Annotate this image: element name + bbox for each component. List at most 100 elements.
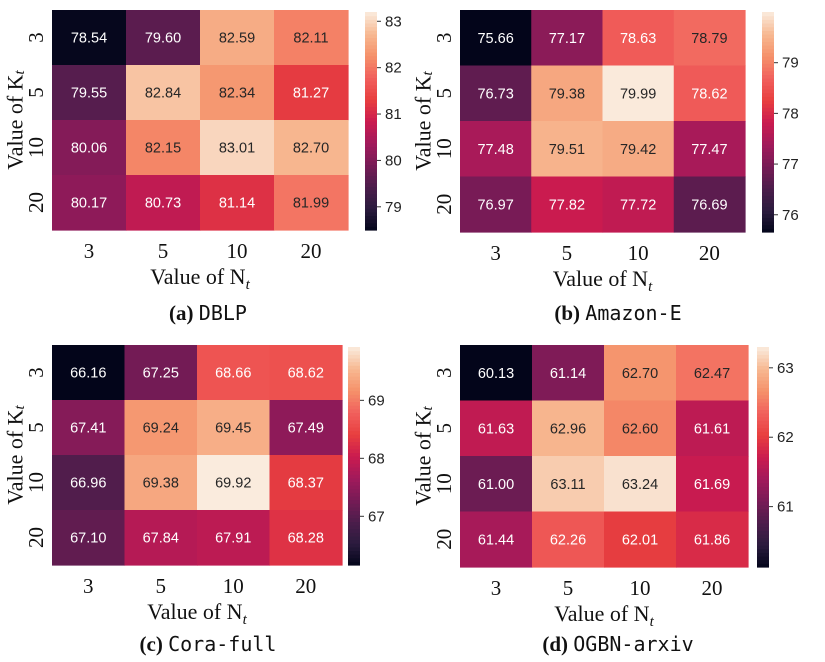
colorbar-segment bbox=[762, 12, 774, 17]
heatmap-panel-2: 75.66 77.17 78.63 78.79 76.73 79.38 79.99 78.62… bbox=[411, 10, 799, 325]
colorbar-segment bbox=[762, 103, 774, 108]
colorbar-segment bbox=[365, 168, 377, 173]
colorbar-segment bbox=[757, 508, 769, 513]
colorbar-segment bbox=[762, 169, 774, 174]
heatmap-cell bbox=[197, 455, 271, 511]
colorbar-segment bbox=[365, 222, 377, 227]
heatmap-cell bbox=[126, 175, 201, 231]
colorbar-segment bbox=[348, 445, 360, 450]
cell-value-label: 63.11 bbox=[550, 477, 585, 493]
heatmap-cell bbox=[124, 455, 198, 511]
x-tick-label: 10 bbox=[628, 241, 649, 265]
colorbar-segment bbox=[757, 563, 769, 568]
colorbar-segment bbox=[757, 405, 769, 410]
cell-value-label: 61.69 bbox=[694, 477, 730, 493]
colorbar-segment bbox=[762, 34, 774, 39]
cell-value-label: 78.62 bbox=[691, 86, 727, 102]
colorbar-segment bbox=[762, 199, 774, 204]
cell-value-label: 67.49 bbox=[288, 421, 324, 437]
x-axis-label: Value of Nt bbox=[150, 264, 250, 293]
cell-value-label: 61.14 bbox=[550, 366, 586, 382]
colorbar-segment bbox=[757, 365, 769, 370]
heatmap-cell bbox=[460, 400, 533, 457]
colorbar-segment bbox=[348, 361, 360, 366]
colorbar-segment bbox=[348, 481, 360, 486]
cell-value-label: 69.24 bbox=[143, 421, 179, 437]
cell-value-label: 78.63 bbox=[620, 31, 656, 47]
heatmap-cell bbox=[52, 510, 126, 566]
colorbar-segment bbox=[757, 442, 769, 447]
heatmap-cell bbox=[52, 65, 127, 121]
colorbar-segment bbox=[762, 96, 774, 101]
colorbar-segment bbox=[348, 492, 360, 497]
colorbar-segment bbox=[365, 197, 377, 202]
x-tick-label: 5 bbox=[158, 239, 169, 263]
colorbar-segment bbox=[348, 347, 360, 352]
colorbar-segment bbox=[365, 33, 377, 39]
y-tick-label: 10 bbox=[432, 473, 456, 494]
cell-value-label: 79.55 bbox=[71, 86, 107, 102]
colorbar-segment bbox=[762, 107, 774, 112]
colorbar-segment bbox=[757, 497, 769, 502]
colorbar-segment bbox=[757, 471, 769, 476]
colorbar-segment bbox=[762, 221, 774, 226]
cell-value-label: 79.60 bbox=[145, 31, 181, 47]
colorbar-segment bbox=[365, 66, 377, 71]
heatmap-cell bbox=[124, 345, 198, 401]
colorbar-segment bbox=[365, 70, 377, 75]
y-tick-label: 3 bbox=[432, 368, 456, 379]
colorbar-segment bbox=[757, 468, 769, 473]
heatmap-cell bbox=[269, 400, 343, 456]
colorbar-segment bbox=[757, 482, 769, 487]
colorbar-tick-label: 79 bbox=[782, 55, 799, 72]
colorbar-segment bbox=[762, 151, 774, 156]
colorbar-segment bbox=[365, 91, 377, 97]
colorbar-segment bbox=[762, 118, 774, 123]
cell-value-label: 63.24 bbox=[622, 477, 658, 493]
x-tick-label: 5 bbox=[563, 576, 574, 600]
cell-value-label: 61.44 bbox=[478, 532, 514, 548]
colorbar-segment bbox=[757, 387, 769, 392]
colorbar-segment bbox=[348, 412, 360, 417]
heatmap-cell bbox=[200, 65, 275, 121]
cell-value-label: 75.66 bbox=[477, 31, 513, 47]
colorbar-segment bbox=[348, 510, 360, 515]
cell-value-label: 78.79 bbox=[691, 31, 727, 47]
colorbar-segment bbox=[348, 554, 360, 559]
colorbar-segment bbox=[762, 213, 774, 218]
colorbar-segment bbox=[348, 437, 360, 443]
y-tick-label: 20 bbox=[24, 192, 48, 213]
heatmap-cell bbox=[126, 120, 201, 176]
colorbar-segment bbox=[762, 26, 774, 31]
colorbar-segment bbox=[365, 44, 377, 49]
colorbar-segment bbox=[762, 70, 774, 75]
colorbar-tick-label: 63 bbox=[777, 360, 794, 377]
colorbar-segment bbox=[762, 129, 774, 134]
colorbar-segment bbox=[762, 41, 774, 46]
colorbar-segment bbox=[762, 92, 774, 97]
colorbar-segment bbox=[365, 211, 377, 217]
colorbar-tick-label: 76 bbox=[782, 207, 799, 224]
colorbar-segment bbox=[348, 463, 360, 468]
heatmap-cell bbox=[532, 511, 605, 568]
heatmap-panel-3: 66.16 67.25 68.66 68.62 67.41 69.24 69.45 67.49… bbox=[3, 345, 385, 656]
colorbar-segment bbox=[365, 19, 377, 24]
heatmap-panel-1: 78.54 79.60 82.59 82.11 79.55 82.84 82.34 81.27… bbox=[3, 10, 402, 325]
colorbar-segment bbox=[365, 113, 377, 118]
colorbar-segment bbox=[757, 501, 769, 506]
colorbar-tick-label: 62 bbox=[777, 429, 794, 446]
colorbar-segment bbox=[365, 190, 377, 195]
heatmap-cell bbox=[269, 510, 343, 566]
cell-value-label: 60.13 bbox=[478, 366, 514, 382]
colorbar-segment bbox=[365, 208, 377, 213]
heatmap-cell bbox=[126, 65, 201, 121]
colorbar-segment bbox=[348, 506, 360, 512]
colorbar-tick-label: 69 bbox=[368, 392, 385, 409]
y-tick-label: 10 bbox=[24, 472, 48, 493]
colorbar-segment bbox=[762, 147, 774, 152]
cell-value-label: 66.96 bbox=[70, 476, 106, 492]
colorbar-segment bbox=[762, 100, 774, 105]
cell-value-label: 82.59 bbox=[219, 31, 255, 47]
colorbar-segment bbox=[757, 552, 769, 557]
heatmap-cell bbox=[604, 511, 677, 568]
